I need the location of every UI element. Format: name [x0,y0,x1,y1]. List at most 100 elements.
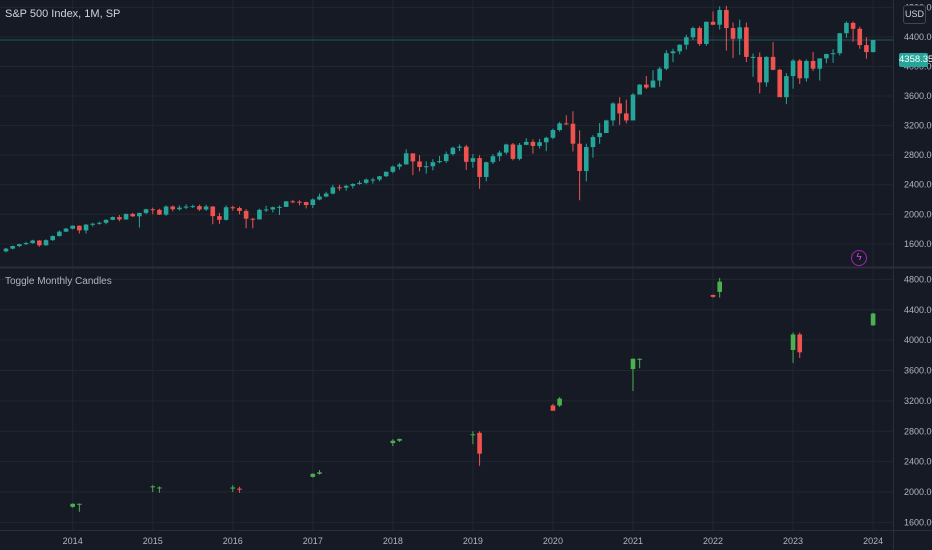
candle [710,294,716,298]
candle [503,143,509,155]
candle [70,503,75,508]
candle [370,177,376,184]
candle-body [183,206,189,208]
candle-body [257,209,262,220]
candle-body [377,176,382,180]
candle-body [610,103,616,121]
candle [690,26,696,40]
candle-body [143,209,149,213]
candle-body [617,103,622,114]
candle [430,159,436,171]
candle-body [77,225,82,231]
candle-body [850,22,856,29]
main-price-tick-label: 1600.00 [904,239,932,249]
candle [30,239,35,244]
candle-body [223,207,229,220]
candle-body [684,37,689,45]
candle [597,123,602,144]
candle-body [604,120,609,133]
candle [550,403,556,411]
candle-body [750,56,756,58]
candle [83,224,89,234]
candle-body [744,27,749,57]
candle-body [103,219,109,223]
candle-body [77,503,82,505]
candle-body [483,162,489,177]
candle-body [657,68,662,81]
candle [150,207,156,215]
candle [263,205,269,213]
candle [490,154,496,165]
candle-body [637,84,642,95]
candle-body [844,22,849,34]
candle-body [770,56,776,70]
candle [390,439,396,447]
candle-body [383,171,389,177]
candle-body [23,243,29,245]
candle [617,97,622,125]
candle [563,115,569,125]
candle [283,200,289,207]
candle-body [557,398,562,406]
candle-body [577,143,582,172]
candle-body [477,432,482,454]
candle-body [270,207,276,210]
sub-price-tick-label: 2800.00 [904,426,932,436]
candle-body [83,224,89,231]
sub-price-tick-label: 4800.00 [904,274,932,284]
candle [137,212,142,228]
candle-body [117,217,122,220]
time-tick-label: 2024 [863,536,883,546]
candle [297,200,302,206]
candle [717,277,722,298]
candle-body [423,166,429,168]
candle-body [570,123,576,144]
candle [203,204,209,211]
candle-body [677,44,682,52]
candle-body [717,9,722,25]
candle [650,70,656,88]
candle [630,93,636,121]
currency-button[interactable]: USD [903,5,926,24]
candle-body [417,161,422,167]
candle [190,204,196,208]
sub-price-tick-label: 2000.00 [904,487,932,497]
candle [870,312,876,326]
candle-body [690,28,696,38]
candle [90,222,96,227]
candle-body [283,201,289,207]
candle-body [630,358,636,370]
candle [110,216,116,221]
candle-body [477,158,482,177]
candle [737,19,742,56]
candle-body [250,218,256,220]
candle [497,150,502,162]
sub-price-tick-label: 2400.00 [904,457,932,467]
candle [470,431,476,445]
lightning-bolt-icon[interactable]: ϟ [851,250,867,266]
candle-body [457,146,462,148]
candle [210,206,216,225]
candle [657,66,662,87]
candle [157,486,162,493]
candle-body [490,156,496,163]
candle-body [210,206,216,217]
candle [237,486,242,493]
candle-body [644,84,649,88]
candle-body [830,53,836,55]
candle [844,21,849,38]
candle [630,358,636,392]
candle-body [243,210,249,219]
candle-body [597,133,602,138]
candle-body [30,240,35,244]
candle-body [337,187,342,189]
candle-body [390,440,396,444]
main-price-tick-label: 4400.00 [904,32,932,42]
candle-body [237,488,242,490]
main-price-tick-label: 2400.00 [904,180,932,190]
sub-price-tick-label: 4000.00 [904,335,932,345]
candle [730,22,736,59]
candle-body [497,152,502,157]
candle-body [37,240,42,246]
